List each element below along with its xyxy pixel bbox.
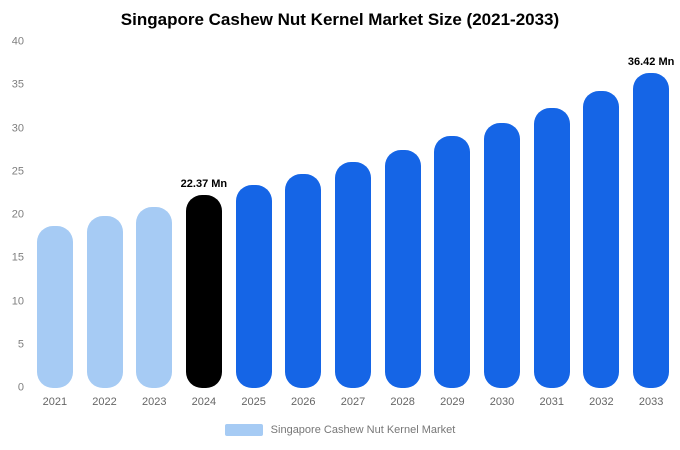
bar-2027 [334, 162, 371, 388]
x-tick-label-2021: 2021 [42, 396, 68, 408]
bar-2025 [235, 184, 272, 388]
bar-slot-2023 [129, 42, 179, 388]
bar-slot-2027 [328, 42, 378, 388]
bar-2028 [384, 150, 421, 388]
legend: Singapore Cashew Nut Kernel Market [0, 424, 680, 436]
x-tick-label-2026: 2026 [291, 396, 316, 408]
x-tick-label-2022: 2022 [92, 396, 117, 408]
chart-title: Singapore Cashew Nut Kernel Market Size … [120, 10, 560, 29]
x-tick-label-2029: 2029 [440, 396, 465, 408]
y-tick-label: 25 [11, 165, 24, 178]
bar-2024 [185, 194, 222, 388]
bar-slot-2022 [80, 42, 130, 388]
y-tick-label: 40 [11, 35, 24, 48]
plot-area: 22.37 Mn 36.42 Mn [30, 42, 676, 388]
x-tick-label-2031: 2031 [539, 396, 564, 408]
bar-slot-2026 [278, 42, 328, 388]
bar-2032 [583, 91, 620, 388]
bar-slot-2028 [378, 42, 428, 388]
y-tick-label: 0 [17, 381, 24, 394]
bar-slot-2029 [428, 42, 478, 388]
bar-slot-2032 [577, 42, 627, 388]
bar-slot-2021 [30, 42, 80, 388]
bar-slot-2031 [527, 42, 577, 388]
legend-label: Singapore Cashew Nut Kernel Market [270, 424, 456, 436]
bar-2026 [285, 174, 322, 388]
x-tick-label-2024: 2024 [191, 396, 217, 408]
bar-2029 [434, 136, 471, 388]
y-tick-label: 30 [11, 122, 24, 134]
x-tick-label-2023: 2023 [141, 396, 167, 408]
x-tick-label-2028: 2028 [390, 396, 415, 408]
y-tick-label: 10 [11, 295, 24, 307]
bar-slot-2033: 36.42 Mn [626, 42, 676, 388]
bar-2031 [533, 107, 570, 388]
x-axis-labels: 2021 2022 2023 2024 2025 2026 2027 2028 2029 2030… [30, 396, 676, 408]
x-tick-label-2032: 2032 [589, 396, 614, 408]
bar-2021 [36, 226, 73, 388]
bar-value-label-2033: 36.42 Mn [627, 55, 675, 68]
x-tick-label-2027: 2027 [340, 396, 366, 408]
y-tick-label: 15 [11, 251, 24, 264]
y-tick-label: 5 [17, 338, 24, 351]
bar-2030 [484, 123, 521, 388]
x-tick-label-2025: 2025 [241, 396, 266, 408]
bar-2023 [136, 207, 173, 388]
bar-slot-2024: 22.37 Mn [179, 42, 229, 388]
legend-swatch [224, 424, 263, 436]
bar-2022 [86, 215, 123, 388]
x-tick-label-2030: 2030 [489, 396, 515, 408]
y-tick-label: 20 [11, 208, 24, 221]
y-tick-label: 35 [11, 78, 24, 91]
x-tick-label-2033: 2033 [638, 396, 664, 408]
bar-slot-2025 [229, 42, 279, 388]
bar-slot-2030 [477, 42, 527, 388]
y-axis: 0 5 10 15 20 25 30 35 40 [0, 36, 26, 393]
bar-value-label-2024: 22.37 Mn [180, 177, 228, 190]
bar-2033 [633, 72, 670, 388]
